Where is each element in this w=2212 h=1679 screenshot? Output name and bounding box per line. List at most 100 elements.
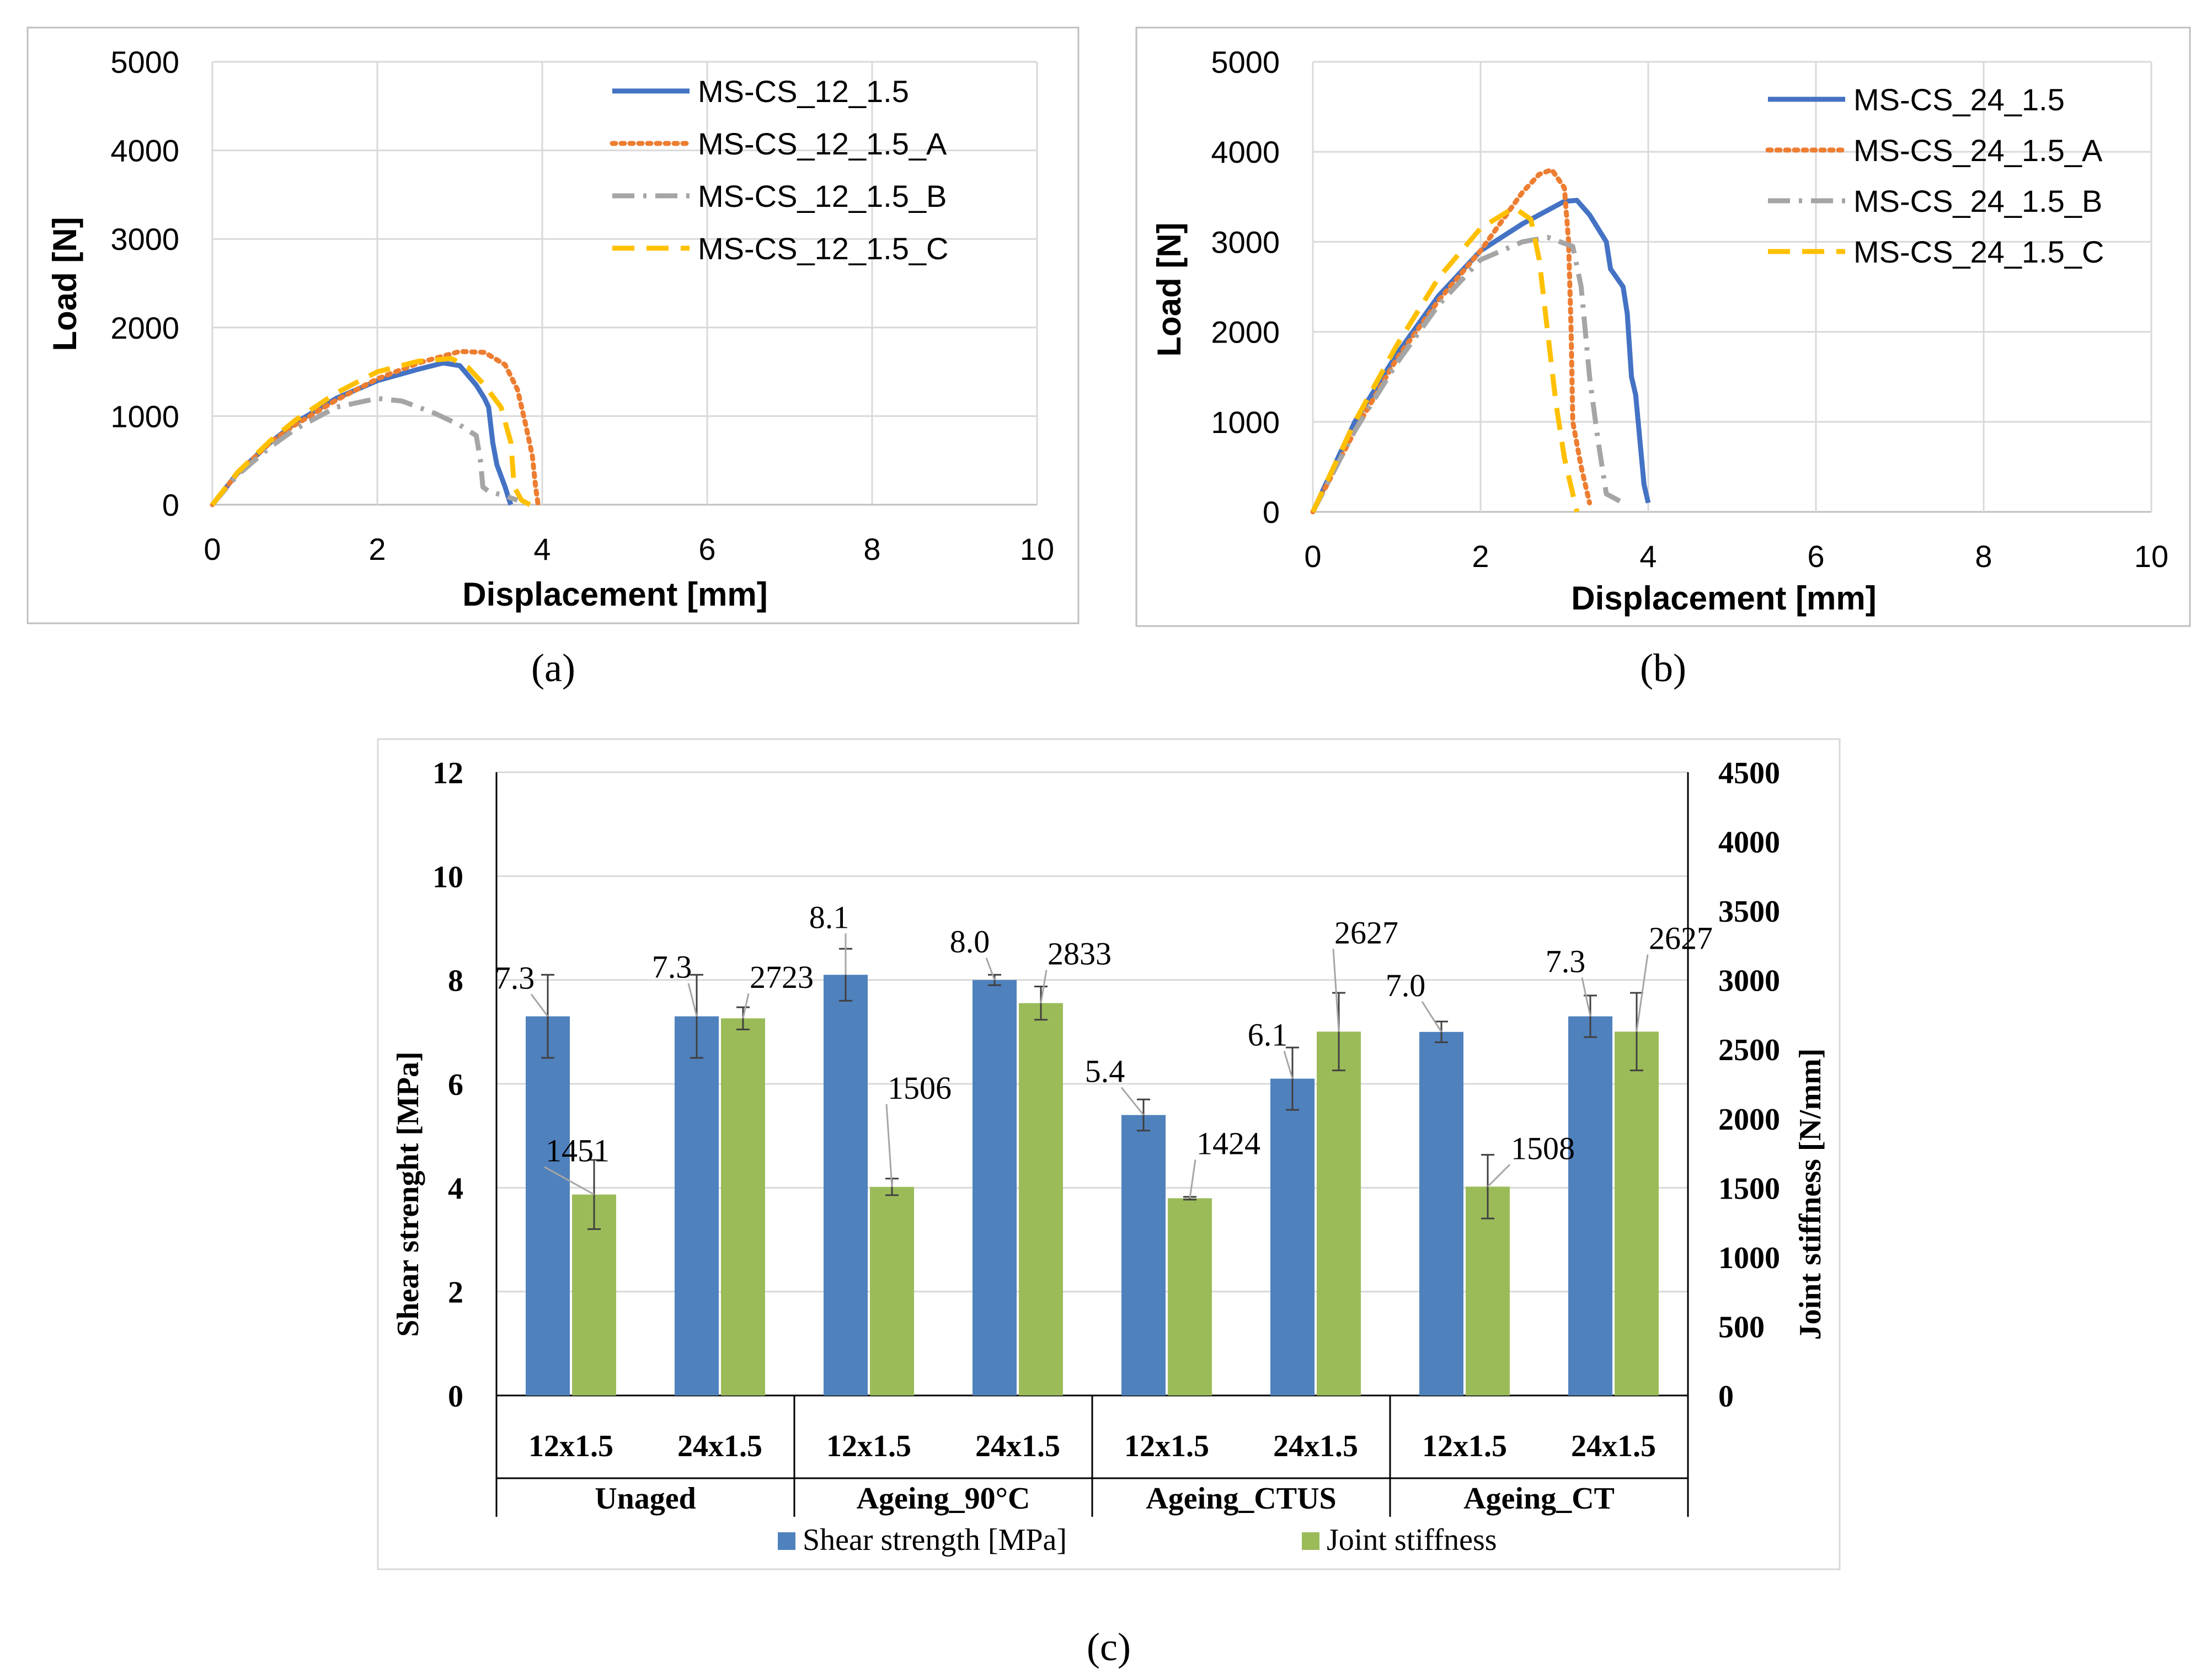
label-leader [885, 1104, 893, 1187]
legend-label: MS-CS_24_1.5_B [1853, 184, 2102, 218]
y-tick-label: 8 [448, 964, 463, 998]
x-tick-label: 0 [204, 532, 221, 566]
panel-c-category-axis: 12x1.5 24x1.5 12x1.5 24x1.5 12x1.5 24x1.5 12x1… [495, 1395, 1689, 1517]
y2-tick-label: 2000 [1718, 1103, 1780, 1137]
data-label-stiffness: 2723 [750, 959, 814, 995]
bar-joint-stiffness [1019, 1003, 1063, 1395]
panel-a-caption: (a) [531, 646, 575, 690]
category-label: 24x1.5 [1571, 1429, 1656, 1463]
legend-label: MS-CS_12_1.5_C [698, 231, 948, 266]
panel-c-bars [526, 975, 1659, 1395]
panel-a-y-axis-title: Load [N] [46, 217, 83, 351]
y-tick-label: 3000 [1211, 224, 1280, 259]
y-tick-label: 1000 [110, 399, 179, 434]
legend-label: MS-CS_24_1.5_A [1853, 133, 2103, 168]
category-label: 24x1.5 [975, 1429, 1060, 1463]
y2-tick-label: 500 [1718, 1310, 1765, 1344]
bar-shear-strength [824, 975, 868, 1395]
legend-label: MS-CS_12_1.5_A [698, 126, 947, 161]
legend-swatch [778, 1532, 795, 1550]
category-label: 12x1.5 [1422, 1429, 1507, 1463]
data-label-shear: 8.0 [950, 924, 990, 960]
series-line-MS-CS_12_1.5_A [210, 349, 541, 507]
panel-b-legend: MS-CS_24_1.5 MS-CS_24_1.5_A MS-CS_24_1.5_B… [1765, 82, 2104, 269]
label-leader [1120, 1087, 1145, 1116]
category-label: 12x1.5 [528, 1429, 613, 1463]
panel-b-caption: (b) [1640, 646, 1686, 690]
panel-c-caption: (c) [1087, 1625, 1131, 1669]
y-tick-label: 5000 [1211, 45, 1280, 79]
y-tick-label: 0 [162, 488, 179, 522]
panel-a: 0 1000 2000 3000 4000 5000 0 2 4 6 8 10 Displaceme… [26, 26, 1080, 624]
legend-label: MS-CS_12_1.5_B [698, 179, 947, 213]
panel-b-y-axis-title: Load [N] [1151, 222, 1188, 356]
category-label: 24x1.5 [677, 1429, 762, 1463]
label-leader [1581, 977, 1591, 1017]
data-label-shear: 8.1 [809, 899, 849, 935]
panel-a-y-tick-labels: 0 1000 2000 3000 4000 5000 [110, 45, 179, 522]
legend-label: Joint stiffness [1327, 1523, 1497, 1557]
y-tick-label: 4000 [110, 133, 179, 168]
bar-joint-stiffness [870, 1186, 914, 1395]
group-label: Ageing_CT [1463, 1482, 1615, 1516]
panel-a-x-tick-labels: 0 2 4 6 8 10 [204, 532, 1054, 566]
bar-shear-strength [1121, 1115, 1166, 1395]
y-tick-label: 6 [448, 1068, 463, 1102]
y2-tick-label: 1000 [1718, 1241, 1780, 1275]
label-leader [1040, 970, 1048, 1003]
panel-c-left-tick-labels: 0 2 4 6 8 10 12 [432, 756, 463, 1414]
data-label-stiffness: 2833 [1048, 936, 1112, 972]
y2-tick-label: 0 [1718, 1379, 1734, 1414]
bar-joint-stiffness [1168, 1198, 1212, 1395]
panel-b-x-tick-labels: 0 2 4 6 8 10 [1304, 539, 2168, 574]
label-leader [1283, 1051, 1294, 1079]
y-tick-label: 12 [432, 756, 463, 790]
y-tick-label: 0 [448, 1379, 463, 1414]
series-line-MS-CS_12_1.5_C [210, 356, 531, 507]
y-tick-label: 2 [448, 1276, 463, 1310]
legend-swatch [1302, 1532, 1319, 1550]
y-tick-label: 4 [448, 1172, 463, 1206]
legend-label: Shear strength [MPa] [803, 1523, 1067, 1557]
group-label: Ageing_CTUS [1146, 1482, 1336, 1516]
label-leader [1487, 1164, 1511, 1188]
x-tick-label: 4 [1639, 539, 1657, 574]
series-line-MS-CS_12_1.5_B [210, 395, 519, 506]
category-label: 12x1.5 [1124, 1429, 1209, 1463]
bar-joint-stiffness [1615, 1031, 1659, 1395]
y2-tick-label: 2500 [1718, 1033, 1780, 1067]
label-leader [742, 993, 750, 1019]
data-label-shear: 7.0 [1386, 967, 1426, 1003]
panel-b-series [1310, 167, 1651, 515]
y-tick-label: 4000 [1211, 135, 1280, 169]
bar-shear-strength [675, 1016, 719, 1395]
bar-shear-strength [973, 980, 1017, 1395]
y-tick-label: 10 [432, 860, 463, 894]
panel-b-y-tick-labels: 0 1000 2000 3000 4000 5000 [1211, 45, 1280, 530]
data-label-shear: 7.3 [495, 960, 535, 996]
label-leader [985, 958, 996, 981]
legend-label: MS-CS_12_1.5 [698, 74, 909, 109]
label-leader [1332, 949, 1340, 1032]
panel-a-frame [26, 26, 1080, 624]
x-tick-label: 10 [2134, 539, 2168, 574]
group-label: Unaged [595, 1482, 696, 1516]
category-label: 24x1.5 [1273, 1429, 1358, 1463]
y2-tick-label: 3500 [1718, 895, 1780, 929]
data-label-shear: 7.3 [652, 949, 692, 985]
bar-joint-stiffness [1317, 1031, 1361, 1395]
x-tick-label: 2 [1472, 539, 1489, 574]
y2-tick-label: 3000 [1718, 964, 1780, 998]
label-leader [1189, 1159, 1196, 1199]
data-label-stiffness: 1424 [1196, 1125, 1260, 1161]
bar-joint-stiffness [721, 1018, 765, 1395]
data-label-stiffness: 1506 [888, 1070, 952, 1106]
series-line-MS-CS_24_1.5_C [1310, 205, 1580, 513]
data-label-stiffness: 2627 [1334, 915, 1398, 950]
bar-shear-strength [1270, 1078, 1315, 1395]
bar-joint-stiffness [1466, 1186, 1510, 1395]
series-line-MS-CS_24_1.5 [1310, 197, 1651, 513]
y-tick-label: 1000 [1211, 405, 1280, 440]
data-label-shear: 5.4 [1085, 1054, 1125, 1089]
